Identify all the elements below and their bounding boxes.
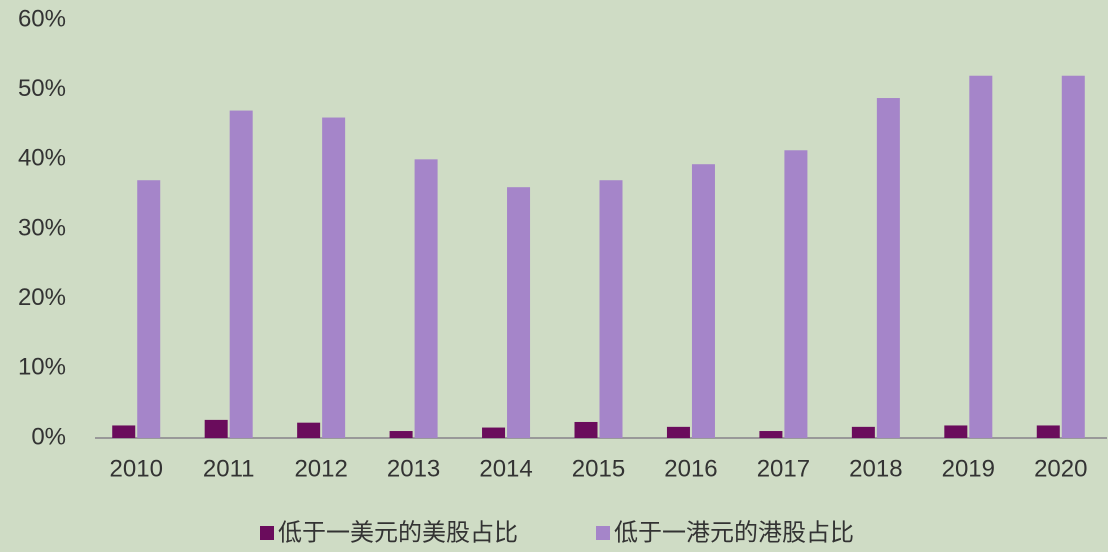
bar <box>944 425 968 438</box>
x-tick-label: 2010 <box>110 455 163 482</box>
bar <box>204 419 228 438</box>
bar <box>112 425 136 438</box>
bar <box>784 150 808 438</box>
bar <box>322 117 346 439</box>
y-tick-label: 40% <box>18 145 66 172</box>
bar <box>851 426 875 438</box>
x-tick-label: 2014 <box>479 455 532 482</box>
bar <box>137 180 161 438</box>
bar <box>297 422 321 438</box>
legend-label: 低于一港元的港股占比 <box>614 519 854 546</box>
bar <box>1036 425 1060 438</box>
x-tick-label: 2019 <box>942 455 995 482</box>
x-tick-label: 2018 <box>849 455 902 482</box>
bar <box>414 159 438 439</box>
legend-swatch <box>260 526 274 540</box>
bar <box>666 426 690 438</box>
y-tick-label: 10% <box>18 354 66 381</box>
bar <box>876 98 900 438</box>
y-tick-label: 60% <box>18 5 66 32</box>
x-tick-label: 2020 <box>1034 455 1087 482</box>
bar <box>229 110 253 439</box>
legend-swatch <box>596 526 610 540</box>
bar <box>599 180 623 438</box>
x-tick-label: 2012 <box>294 455 347 482</box>
bar <box>482 427 506 438</box>
y-tick-label: 50% <box>18 75 66 102</box>
x-tick-label: 2013 <box>387 455 440 482</box>
bar <box>1061 75 1085 438</box>
bar <box>759 431 783 438</box>
x-tick-label: 2016 <box>664 455 717 482</box>
legend-label: 低于一美元的美股占比 <box>278 519 518 546</box>
x-tick-label: 2011 <box>203 455 255 482</box>
x-tick-label: 2015 <box>572 455 625 482</box>
bar <box>389 431 413 438</box>
bar <box>574 421 598 438</box>
bar <box>507 187 531 438</box>
y-tick-label: 20% <box>18 284 66 311</box>
y-tick-label: 30% <box>18 214 66 241</box>
x-tick-label: 2017 <box>757 455 810 482</box>
bar <box>691 164 715 438</box>
bar <box>969 75 993 438</box>
y-tick-label: 0% <box>31 423 66 450</box>
